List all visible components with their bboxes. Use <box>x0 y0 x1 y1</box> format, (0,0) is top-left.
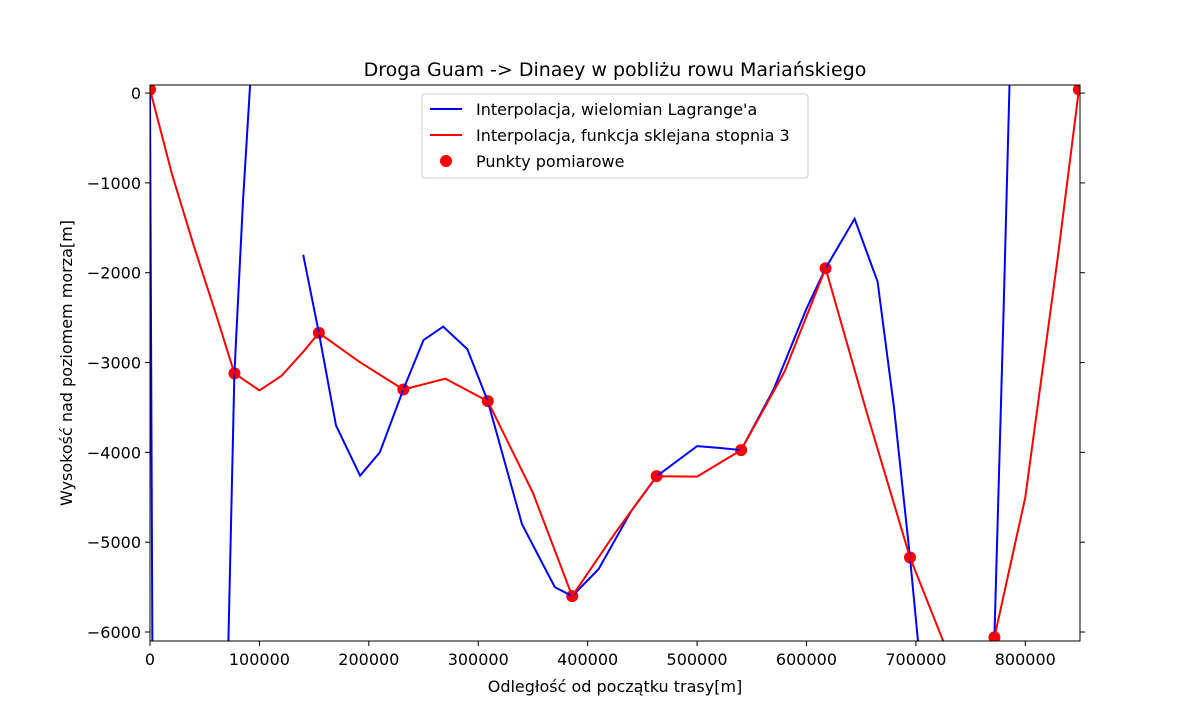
y-tick-label: −6000 <box>87 623 141 642</box>
legend-label: Interpolacja, funkcja sklejana stopnia 3 <box>476 126 790 145</box>
legend-marker <box>440 155 452 167</box>
x-tick-label: 700000 <box>885 650 946 669</box>
y-tick-label: −1000 <box>87 174 141 193</box>
y-tick-label: −5000 <box>87 533 141 552</box>
plot-area <box>150 85 1080 641</box>
y-tick-label: 0 <box>131 84 141 103</box>
y-tick-label: −2000 <box>87 264 141 283</box>
legend-label: Interpolacja, wielomian Lagrange'a <box>476 100 757 119</box>
x-tick-label: 100000 <box>229 650 290 669</box>
legend-label: Punkty pomiarowe <box>476 152 624 171</box>
x-tick-label: 800000 <box>995 650 1056 669</box>
chart-title: Droga Guam -> Dinaey w pobliżu rowu Mari… <box>364 59 867 81</box>
y-tick-label: −3000 <box>87 354 141 373</box>
x-tick-label: 600000 <box>776 650 837 669</box>
plot-frame <box>149 84 1081 642</box>
legend-box <box>421 93 809 179</box>
line-series <box>150 89 1080 641</box>
x-tick-label: 200000 <box>338 650 399 669</box>
y-axis-label: Wysokość nad poziomem morza[m] <box>57 220 76 506</box>
x-tick-label: 400000 <box>557 650 618 669</box>
line-series <box>150 85 1011 641</box>
y-tick-label: −4000 <box>87 443 141 462</box>
x-tick-label: 300000 <box>448 650 509 669</box>
x-tick-label: 500000 <box>667 650 728 669</box>
x-tick-label: 0 <box>145 650 155 669</box>
x-axis-label: Odległość od początku trasy[m] <box>488 677 743 696</box>
